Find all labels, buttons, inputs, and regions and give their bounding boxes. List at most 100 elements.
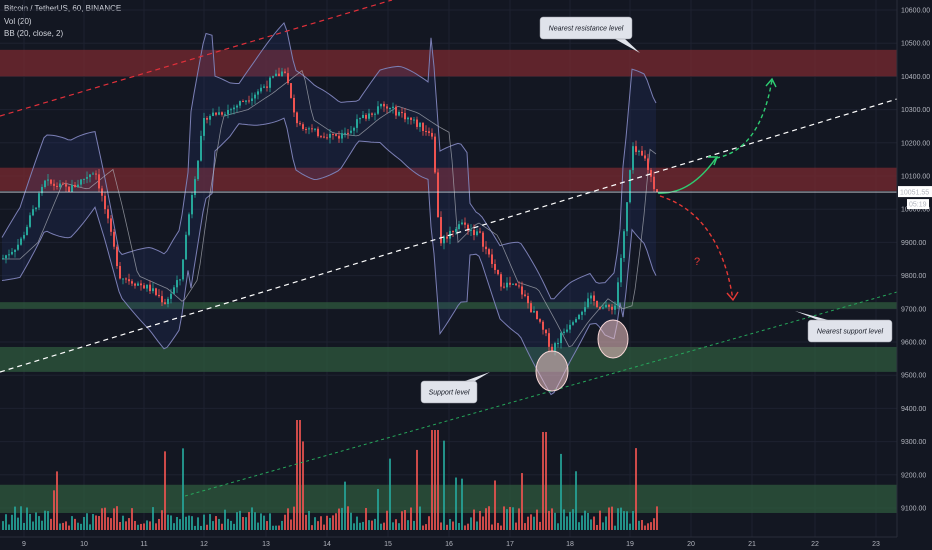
volume-bar bbox=[638, 520, 640, 530]
volume-bar bbox=[425, 524, 427, 530]
candle-body bbox=[452, 230, 454, 232]
candle-body bbox=[131, 281, 133, 284]
candle-body bbox=[596, 300, 598, 308]
candle-body bbox=[356, 119, 358, 128]
resistance-zone-upper bbox=[0, 49, 897, 77]
candle-body bbox=[77, 184, 79, 188]
candle-body bbox=[464, 222, 466, 225]
candle-body bbox=[467, 224, 469, 231]
volume-bar bbox=[554, 512, 556, 530]
support-zone-nearest bbox=[0, 302, 897, 309]
volume-bar bbox=[272, 525, 274, 530]
candle-body bbox=[644, 155, 646, 159]
y-tick-label: 9800.00 bbox=[901, 273, 926, 280]
candle-body bbox=[236, 105, 238, 108]
candle-body bbox=[278, 73, 280, 77]
candle-body bbox=[227, 109, 229, 115]
volume-bar bbox=[275, 525, 277, 530]
volume-bar bbox=[47, 511, 49, 530]
volume-bar bbox=[14, 506, 16, 530]
candle-body bbox=[362, 114, 364, 119]
volume-bar bbox=[449, 519, 451, 530]
volume-bar bbox=[608, 507, 610, 530]
candle-body bbox=[437, 172, 439, 218]
candle-body bbox=[638, 150, 640, 152]
candle-body bbox=[242, 101, 244, 103]
volume-band bbox=[0, 484, 897, 513]
volume-bar bbox=[599, 510, 601, 530]
volume-bar bbox=[320, 516, 322, 530]
candle-body bbox=[359, 118, 361, 120]
volume-bar bbox=[257, 522, 259, 530]
candle-body bbox=[284, 71, 286, 74]
callout-pointer bbox=[465, 372, 490, 381]
volume-bar bbox=[164, 451, 166, 530]
volume-bar bbox=[314, 517, 316, 530]
volume-bar bbox=[305, 514, 307, 530]
volume-bar bbox=[335, 513, 337, 530]
support-touch-marker bbox=[535, 350, 569, 392]
volume-bar bbox=[56, 471, 58, 530]
candle-body bbox=[233, 107, 235, 110]
candle-body bbox=[269, 77, 271, 88]
annotations: Nearest resistance level Support level Nea… bbox=[0, 16, 897, 404]
candle-body bbox=[425, 130, 427, 132]
candle-body bbox=[146, 284, 148, 289]
volume-bar bbox=[200, 525, 202, 530]
candle-body bbox=[170, 293, 172, 299]
candle-body bbox=[62, 183, 64, 185]
candle-body bbox=[656, 189, 658, 192]
candle-body bbox=[509, 282, 511, 285]
volume-bar bbox=[347, 506, 349, 530]
candle-body bbox=[383, 103, 385, 107]
callout-pointer bbox=[615, 39, 640, 53]
volume-bar bbox=[476, 521, 478, 530]
candle-body bbox=[650, 169, 652, 177]
volume-bar bbox=[122, 515, 124, 530]
volume-bar bbox=[350, 512, 352, 530]
callout-nearest-resistance: Nearest resistance level bbox=[539, 16, 640, 53]
candle-body bbox=[575, 319, 577, 323]
volume-bar bbox=[23, 522, 25, 530]
candle-body bbox=[200, 135, 202, 161]
volume-bar bbox=[485, 508, 487, 530]
candle-body bbox=[107, 209, 109, 219]
volume-bar bbox=[191, 516, 193, 530]
volume-bar bbox=[491, 524, 493, 530]
volume-bar bbox=[482, 516, 484, 530]
volume-bar bbox=[596, 524, 598, 530]
volume-bar bbox=[617, 508, 619, 530]
volume-bar bbox=[116, 506, 118, 530]
volume-bar bbox=[245, 517, 247, 530]
candle-body bbox=[458, 224, 460, 229]
volume-bar bbox=[107, 517, 109, 530]
candle-body bbox=[443, 236, 445, 244]
candle-body bbox=[470, 229, 472, 231]
candle-body bbox=[317, 128, 319, 137]
question-mark: ? bbox=[694, 256, 700, 268]
volume-bar bbox=[548, 510, 550, 530]
candle-body bbox=[491, 254, 493, 264]
candle-body bbox=[71, 184, 73, 192]
volume-bar bbox=[506, 509, 508, 530]
volume-bar bbox=[563, 509, 565, 530]
volume-bar bbox=[575, 471, 577, 530]
volume-bar bbox=[131, 508, 133, 530]
y-tick-label: 10600.00 bbox=[901, 8, 930, 15]
candle-body bbox=[308, 128, 310, 130]
candle-body bbox=[191, 194, 193, 215]
volume-bar bbox=[377, 488, 379, 530]
volume-bar bbox=[644, 525, 646, 530]
volume-bar bbox=[68, 525, 70, 530]
candle-body bbox=[203, 118, 205, 136]
volume-bar bbox=[44, 510, 46, 530]
volume-bar bbox=[362, 521, 364, 530]
volume-bar bbox=[368, 520, 370, 530]
candle-body bbox=[113, 231, 115, 247]
candle-body bbox=[536, 311, 538, 320]
callout-text: Nearest resistance level bbox=[549, 26, 624, 33]
volume-bar bbox=[629, 523, 631, 530]
candle-body bbox=[599, 307, 601, 309]
